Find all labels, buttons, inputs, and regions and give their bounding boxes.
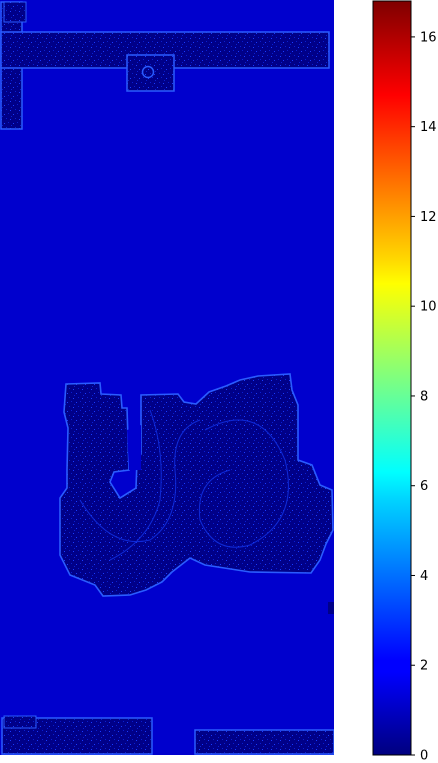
region-central-texture-2 — [198, 419, 289, 548]
region-right-edge-speck — [328, 602, 334, 614]
colorbar-tick-label: 2 — [420, 659, 428, 674]
colorbar-tick-label: 10 — [420, 300, 437, 315]
colorbar-gradient — [373, 1, 411, 755]
colorbar-tick-label: 16 — [420, 30, 437, 45]
colorbar-tick-label: 8 — [420, 389, 428, 404]
colorbar: 0 2 4 6 8 10 12 14 16 — [372, 0, 437, 763]
region-bottom-right-strip — [194, 729, 334, 755]
region-bottom-left-strip — [1, 717, 153, 755]
colorbar-tick-label: 4 — [420, 569, 428, 584]
colorbar-tick-label: 14 — [420, 120, 437, 135]
region-top-tab-circle — [141, 65, 155, 79]
region-central-inner-notch — [127, 425, 141, 470]
colorbar-tick-label: 6 — [420, 479, 428, 494]
region-top-left-corner-knob — [3, 1, 27, 23]
region-bottom-left-tab — [3, 715, 37, 729]
colorbar-tick-label: 12 — [420, 210, 437, 225]
heatmap-image — [0, 0, 334, 755]
colorbar-tick-label: 0 — [420, 749, 428, 763]
colorbar-frame — [372, 0, 412, 756]
region-central-texture-3 — [109, 409, 162, 561]
region-central-texture-1 — [79, 419, 201, 543]
colorbar-ticks: 0 2 4 6 8 10 12 14 16 — [411, 30, 437, 763]
region-top-tab — [126, 54, 175, 92]
